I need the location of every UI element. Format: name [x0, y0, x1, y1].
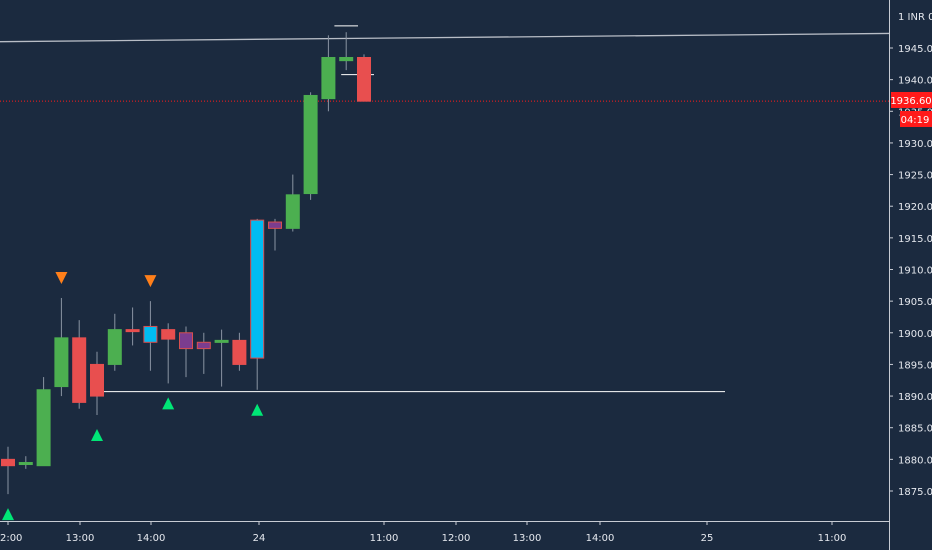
candle-body[interactable] — [303, 94, 318, 195]
time-tick-label: 25 — [701, 533, 714, 544]
candle-body[interactable] — [250, 219, 265, 359]
candle-body[interactable] — [179, 332, 193, 350]
trendline — [0, 32, 890, 43]
countdown-value: 04:19 — [901, 115, 930, 126]
sell-signal-arrow — [144, 275, 157, 288]
last-price-badge — [891, 92, 932, 108]
time-tick-label: 24 — [253, 533, 266, 544]
candle-body[interactable] — [285, 194, 300, 229]
last-price-value: 1936.60 — [890, 96, 931, 107]
candle-body[interactable] — [232, 339, 247, 365]
price-tick-label: 1925.00 — [898, 171, 932, 182]
candle-body[interactable] — [1, 458, 15, 467]
candle-body[interactable] — [357, 56, 371, 102]
candle-body[interactable] — [125, 329, 140, 333]
price-tick-label: 1895.00 — [898, 360, 932, 371]
price-tick-label: 1920.00 — [898, 202, 932, 213]
currency-label: 1 INR 0 — [898, 12, 932, 23]
sell-signal-arrow — [55, 271, 68, 284]
buy-signal-arrow — [251, 403, 264, 416]
buy-signal-arrow — [91, 429, 103, 442]
price-tick-label: 1905.00 — [898, 297, 932, 308]
candle-body[interactable] — [214, 339, 229, 343]
plot-area[interactable] — [0, 25, 890, 521]
candle-body[interactable] — [268, 221, 282, 229]
candle-body[interactable] — [339, 56, 354, 62]
buy-signal-arrow — [162, 397, 175, 410]
time-tick-label: 13:00 — [513, 533, 542, 544]
time-tick-label: 12:00 — [0, 533, 22, 544]
candle-body[interactable] — [18, 462, 33, 466]
candle-body[interactable] — [107, 329, 122, 365]
price-tick-label: 1875.00 — [898, 487, 932, 498]
price-tick-label: 1940.00 — [898, 76, 932, 87]
time-tick-label: 11:00 — [818, 533, 847, 544]
time-tick-label: 12:00 — [442, 533, 471, 544]
price-tick-label: 1900.00 — [898, 329, 932, 340]
price-tick-label: 1880.00 — [898, 455, 932, 466]
buy-signal-arrow — [2, 508, 14, 521]
price-tick-label: 1890.00 — [898, 392, 932, 403]
time-tick-label: 11:00 — [370, 533, 399, 544]
price-tick-label: 1885.00 — [898, 424, 932, 435]
time-tick-label: 13:00 — [66, 533, 95, 544]
countdown-badge — [900, 111, 932, 127]
candle-body[interactable] — [54, 337, 69, 388]
candle-body[interactable] — [196, 341, 211, 350]
candle-body[interactable] — [161, 329, 176, 340]
last-price-label: 1936.60 04:19 — [890, 92, 932, 127]
price-tick-label: 1915.00 — [898, 234, 932, 245]
price-tick-label: 1930.00 — [898, 139, 932, 150]
candle-body[interactable] — [321, 56, 336, 100]
candle-body[interactable] — [143, 325, 158, 343]
candle-body[interactable] — [72, 337, 87, 403]
candle-body[interactable] — [90, 363, 104, 397]
candle-body[interactable] — [36, 389, 51, 467]
time-tick-label: 14:00 — [586, 533, 615, 544]
time-axis[interactable]: 12:00 13:00 14:00 24 11:00 12:00 13:00 14:00 25 1… — [0, 521, 846, 544]
price-tick-label: 1910.00 — [898, 266, 932, 277]
price-tick-label: 1945.00 — [898, 44, 932, 55]
time-tick-label: 14:00 — [137, 533, 166, 544]
